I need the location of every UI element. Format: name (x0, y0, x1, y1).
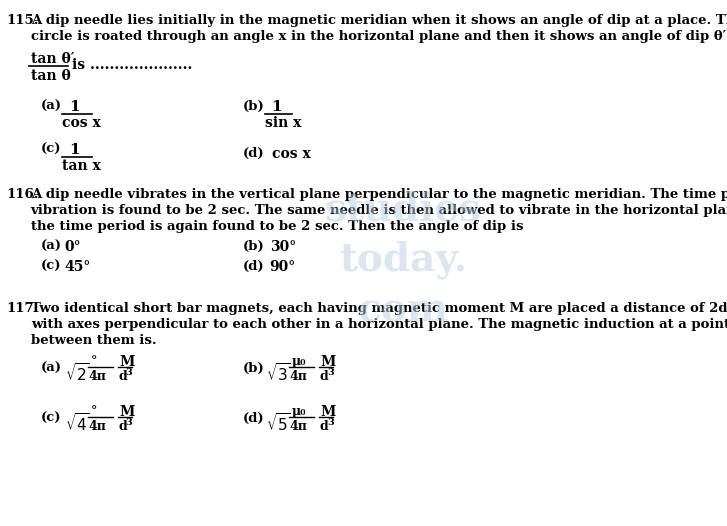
Text: d: d (319, 370, 328, 383)
Text: μ₀: μ₀ (292, 405, 307, 418)
Text: μ₀: μ₀ (292, 355, 307, 368)
Text: M: M (321, 355, 336, 369)
Text: (d): (d) (242, 412, 264, 425)
Text: 0°: 0° (65, 240, 81, 254)
Text: tan x: tan x (62, 159, 101, 173)
Text: 4π: 4π (289, 370, 308, 383)
Text: d: d (118, 370, 126, 383)
Text: (c): (c) (41, 143, 62, 156)
Text: vibration is found to be 2 sec. The same needle is then allowed to vibrate in th: vibration is found to be 2 sec. The same… (31, 204, 727, 217)
Text: $\sqrt{3}$: $\sqrt{3}$ (266, 362, 291, 384)
Text: is .....................: is ..................... (72, 58, 192, 72)
Text: 3: 3 (126, 418, 132, 427)
Text: 3: 3 (327, 368, 334, 377)
Text: (a): (a) (41, 100, 62, 113)
Text: cos x: cos x (272, 147, 310, 161)
Text: $\sqrt{2}$: $\sqrt{2}$ (65, 362, 89, 384)
Text: circle is roated through an angle x in the horizontal plane and then it shows an: circle is roated through an angle x in t… (31, 30, 727, 43)
Text: 4π: 4π (289, 420, 308, 433)
Text: 3: 3 (327, 418, 334, 427)
Text: M: M (119, 405, 134, 419)
Text: sin x: sin x (265, 116, 301, 130)
Text: 45°: 45° (65, 260, 91, 274)
Text: d: d (319, 420, 328, 433)
Text: A dip needle lies initially in the magnetic meridian when it shows an angle of d: A dip needle lies initially in the magne… (31, 14, 727, 27)
Text: 1: 1 (69, 143, 79, 157)
Text: 4π: 4π (88, 370, 106, 383)
Text: tan θ: tan θ (31, 69, 71, 83)
Text: M: M (321, 405, 336, 419)
Text: 90°: 90° (270, 260, 296, 274)
Text: 1: 1 (272, 100, 282, 114)
Text: 117.: 117. (7, 302, 39, 315)
Text: between them is.: between them is. (31, 334, 156, 347)
Text: the time period is again found to be 2 sec. Then the angle of dip is: the time period is again found to be 2 s… (31, 220, 523, 233)
Text: (d): (d) (242, 147, 264, 160)
Text: (b): (b) (242, 100, 264, 113)
Text: (b): (b) (242, 362, 264, 375)
Text: A dip needle vibrates in the vertical plane perpendicular to the magnetic meridi: A dip needle vibrates in the vertical pl… (31, 188, 727, 201)
Text: °: ° (91, 355, 97, 368)
Text: $\sqrt{5}$: $\sqrt{5}$ (266, 412, 291, 434)
Text: (a): (a) (41, 240, 62, 253)
Text: (b): (b) (242, 240, 264, 253)
Text: (c): (c) (41, 412, 62, 425)
Text: M: M (119, 355, 134, 369)
Text: 30°: 30° (270, 240, 296, 254)
Text: cos x: cos x (62, 116, 101, 130)
Text: 115.: 115. (7, 14, 39, 27)
Text: Two identical short bar magnets, each having magnetic moment M are placed a dist: Two identical short bar magnets, each ha… (31, 302, 727, 315)
Text: 1: 1 (69, 100, 79, 114)
Text: tan θ′: tan θ′ (31, 52, 74, 66)
Text: °: ° (91, 405, 97, 418)
Text: d: d (118, 420, 126, 433)
Text: 116.: 116. (7, 188, 39, 201)
Text: studies
today.
com: studies today. com (324, 191, 481, 329)
Text: (a): (a) (41, 362, 62, 375)
Text: (c): (c) (41, 260, 62, 273)
Text: (d): (d) (242, 260, 264, 273)
Text: $\sqrt{4}$: $\sqrt{4}$ (65, 412, 89, 434)
Text: with axes perpendicular to each other in a horizontal plane. The magnetic induct: with axes perpendicular to each other in… (31, 318, 727, 331)
Text: 3: 3 (126, 368, 132, 377)
Text: 4π: 4π (88, 420, 106, 433)
